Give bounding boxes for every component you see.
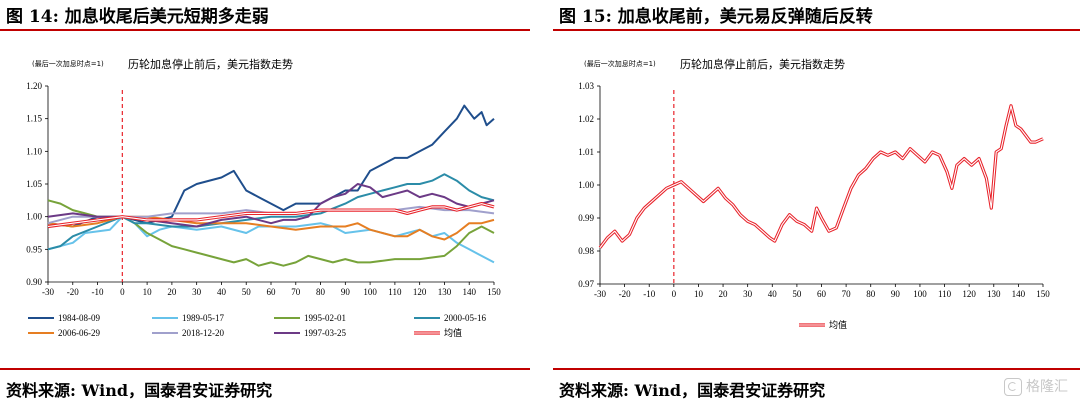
chart-0-x-tick-label: 130 [438,287,452,297]
chart-1-x-tick-label: 100 [913,289,927,299]
chart-0-y-tick-label: 0.95 [26,244,42,254]
chart-0-y-tick-label: 1.15 [26,114,42,124]
chart-0-x-tick-label: 110 [388,287,402,297]
chart-0-series-6-line [47,183,495,228]
chart-1-x-tick-label: -20 [619,289,631,299]
chart-0-legend-label: 1984-08-09 [58,313,100,323]
chart-0-series-3-line [47,173,495,251]
chart-0-legend-label: 1997-03-25 [304,328,346,338]
chart-0-legend-label: 均值 [444,327,462,338]
chart-1-title: 历轮加息停止前后，美元指数走势 [680,57,845,71]
chart-0-x-tick-label: 100 [363,287,377,297]
chart-1-x-tick-label: 0 [672,289,677,299]
chart-1-x-tick-label: 10 [694,289,704,299]
dollar-index-average-chart: (最后一次加息时点=1) 历轮加息停止前后，美元指数走势 0.97 0.98 0.99 1… [578,57,1050,330]
chart-1-series-0-line-inner [599,105,1044,249]
chart-0-x-tick-label: 60 [267,287,277,297]
figure-15-source: 资料来源: Wind，国泰君安证券研究 [559,381,826,400]
chart-0-y-tick-label: 1.20 [26,81,42,91]
chart-1-x-tick-label: -10 [643,289,655,299]
chart-1-x-tick-label: -30 [594,289,606,299]
chart-0-x-tick-label: -20 [67,287,79,297]
chart-1-x-tick-label: 40 [768,289,778,299]
chart-1-series-0-line [598,104,1044,249]
chart-1-x-tick-label: 130 [987,289,1001,299]
chart-0-series-7-line-inner [47,203,495,228]
chart-1-y-tick-label: 1.02 [578,114,594,124]
chart-0-x-tick-label: 0 [120,287,125,297]
chart-0-x-tick-label: 30 [192,287,202,297]
chart-1-x-tick-label: 60 [817,289,827,299]
chart-1-y-tick-label: 1.03 [578,81,594,91]
chart-1-x-tick-label: 50 [792,289,802,299]
chart-0-legend-label: 2006-06-29 [58,328,100,338]
chart-0-x-tick-label: 40 [217,287,227,297]
chart-0-x-tick-label: 80 [316,287,326,297]
chart-1-legend-label: 均值 [829,319,847,330]
chart-0-x-tick-label: 10 [143,287,153,297]
chart-1-x-tick-label: 110 [938,289,952,299]
chart-0-x-tick-label: 120 [413,287,427,297]
chart-1-x-tick-label: 150 [1036,289,1050,299]
chart-0-y-tick-label: 1.05 [26,179,42,189]
chart-1-y-tick-label: 1.00 [578,180,594,190]
chart-0-title: 历轮加息停止前后，美元指数走势 [128,57,293,71]
figure-14-source: 资料来源: Wind，国泰君安证券研究 [6,381,273,400]
source-rule [0,368,530,370]
figure-15-title: 图 15: 加息收尾前，美元易反弹随后反转 [559,7,873,27]
chart-0-x-tick-label: -30 [42,287,54,297]
chart-1-x-tick-label: 80 [866,289,876,299]
chart-0-x-tick-label: 20 [167,287,177,297]
watermark-text: 格隆汇 [1026,379,1068,395]
chart-0-legend-label: 2018-12-20 [182,328,224,338]
chart-0-legend-label: 1989-05-17 [182,313,224,323]
chart-1-x-tick-label: 140 [1012,289,1026,299]
chart-1-y-tick-label: 1.01 [578,147,594,157]
gelonghui-logo-icon [1004,378,1022,396]
chart-1-x-tick-label: 20 [719,289,729,299]
chart-0-x-tick-label: 140 [462,287,476,297]
chart-0-legend-label: 1995-02-01 [304,313,346,323]
chart-1-y-tick-label: 0.97 [578,279,594,289]
chart-0-y-tick-label: 1.10 [26,146,42,156]
chart-1-unit-note: (最后一次加息时点=1) [584,59,656,68]
chart-1-y-tick-label: 0.98 [578,246,594,256]
chart-1-x-tick-label: 120 [962,289,976,299]
chart-0-y-tick-label: 0.90 [26,277,42,287]
chart-1-y-tick-label: 0.99 [578,213,594,223]
chart-0-unit-note: (最后一次加息时点=1) [32,59,104,68]
chart-1-x-tick-label: 30 [743,289,753,299]
chart-0-x-tick-label: 150 [487,287,501,297]
title-rule [553,29,1080,31]
right-figure-panel: 图 15: 加息收尾前，美元易反弹随后反转 (最后一次加息时点=1) 历轮加息停止… [553,0,1080,403]
chart-0-x-tick-label: 50 [242,287,252,297]
dollar-index-multi-cycle-chart: (最后一次加息时点=1) 历轮加息停止前后，美元指数走势 0.90 0.95 1.00 1… [26,57,501,338]
chart-0-x-tick-label: -10 [92,287,104,297]
chart-1-x-tick-label: 70 [842,289,852,299]
source-rule [553,368,1080,370]
left-figure-panel: 图 14: 加息收尾后美元短期多走弱 (最后一次加息时点=1) 历轮加息停止前后，… [0,0,530,403]
chart-0-x-tick-label: 90 [341,287,351,297]
chart-0-legend-label: 2000-05-16 [444,313,486,323]
watermark-logo: 格隆汇 [1004,376,1068,396]
figure-14-title: 图 14: 加息收尾后美元短期多走弱 [6,7,269,27]
title-rule [0,29,530,31]
chart-0-y-tick-label: 1.00 [26,212,42,222]
chart-1-x-tick-label: 90 [891,289,901,299]
chart-0-x-tick-label: 70 [291,287,301,297]
